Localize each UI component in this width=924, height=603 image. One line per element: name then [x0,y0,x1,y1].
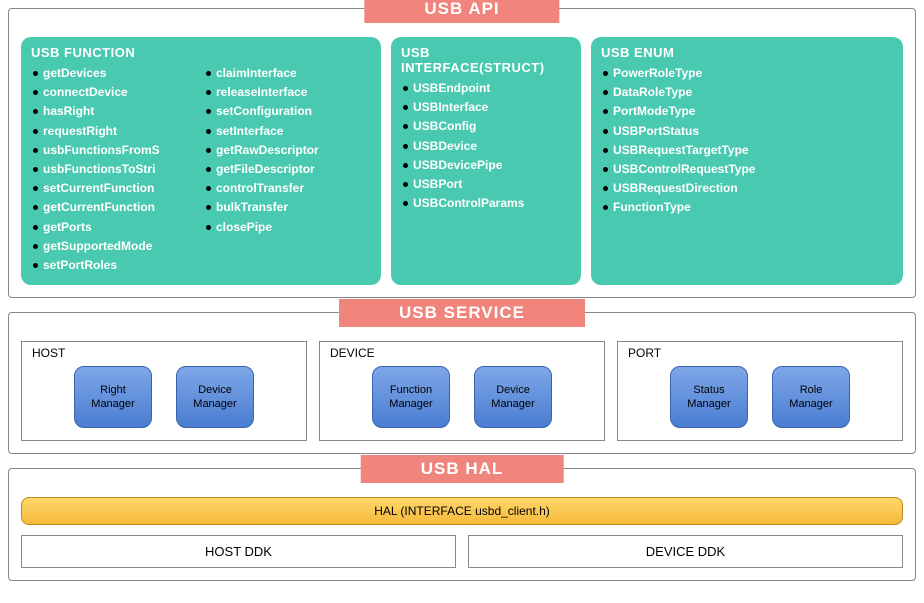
layer-hal: USB HAL HAL (INTERFACE usbd_client.h) HO… [8,468,916,581]
fn-item: setPortRoles [31,256,198,275]
service-row: HOST Right Manager Device Manager DEVICE… [21,341,903,441]
ddk-row: HOST DDK DEVICE DDK [21,535,903,568]
service-block: Status Manager [670,366,748,428]
enum-item: USBRequestDirection [601,179,893,198]
fn-item: controlTransfer [204,179,371,198]
function-col-1: getDevices connectDevice hasRight reques… [31,64,198,275]
service-block: Role Manager [772,366,850,428]
layer-service-title: USB SERVICE [339,299,585,327]
enum-list: PowerRoleType DataRoleType PortModeType … [601,64,893,218]
enum-item: DataRoleType [601,83,893,102]
service-group-device-title: DEVICE [330,346,594,360]
layer-api-title: USB API [364,0,559,23]
fn-item: usbFunctionsToStri [31,160,198,179]
enum-item: USBPortStatus [601,122,893,141]
if-item: USBControlParams [401,194,571,213]
service-host-blocks: Right Manager Device Manager [32,366,296,428]
function-list-2: claimInterface releaseInterface setConfi… [204,64,371,237]
fn-item: getFileDescriptor [204,160,371,179]
function-columns: getDevices connectDevice hasRight reques… [31,64,371,275]
layer-service: USB SERVICE HOST Right Manager Device Ma… [8,312,916,454]
fn-item: setConfiguration [204,102,371,121]
service-group-host: HOST Right Manager Device Manager [21,341,307,441]
fn-item: getRawDescriptor [204,141,371,160]
service-block: Right Manager [74,366,152,428]
service-device-blocks: Function Manager Device Manager [330,366,594,428]
if-item: USBInterface [401,98,571,117]
fn-item: setCurrentFunction [31,179,198,198]
enum-item: PortModeType [601,102,893,121]
service-block: Function Manager [372,366,450,428]
if-item: USBConfig [401,117,571,136]
fn-item: setInterface [204,122,371,141]
service-port-blocks: Status Manager Role Manager [628,366,892,428]
api-card-function: USB FUNCTION getDevices connectDevice ha… [21,37,381,285]
fn-item: claimInterface [204,64,371,83]
fn-item: connectDevice [31,83,198,102]
api-card-enum: USB ENUM PowerRoleType DataRoleType Port… [591,37,903,285]
ddk-host: HOST DDK [21,535,456,568]
fn-item: usbFunctionsFromS [31,141,198,160]
fn-item: getPorts [31,218,198,237]
enum-item: USBRequestTargetType [601,141,893,160]
api-card-interface: USB INTERFACE(STRUCT) USBEndpoint USBInt… [391,37,581,285]
function-list-1: getDevices connectDevice hasRight reques… [31,64,198,275]
service-group-port-title: PORT [628,346,892,360]
enum-item: USBControlRequestType [601,160,893,179]
function-col-2: claimInterface releaseInterface setConfi… [204,64,371,275]
enum-item: FunctionType [601,198,893,217]
fn-item: closePipe [204,218,371,237]
service-block: Device Manager [474,366,552,428]
layer-hal-title: USB HAL [361,455,564,483]
if-item: USBEndpoint [401,79,571,98]
service-group-port: PORT Status Manager Role Manager [617,341,903,441]
service-group-host-title: HOST [32,346,296,360]
api-card-enum-title: USB ENUM [601,45,893,60]
fn-item: requestRight [31,122,198,141]
if-item: USBPort [401,175,571,194]
enum-item: PowerRoleType [601,64,893,83]
service-block: Device Manager [176,366,254,428]
if-item: USBDevicePipe [401,156,571,175]
api-card-interface-title: USB INTERFACE(STRUCT) [401,45,571,75]
api-card-function-title: USB FUNCTION [31,45,371,60]
fn-item: getDevices [31,64,198,83]
fn-item: releaseInterface [204,83,371,102]
fn-item: getSupportedMode [31,237,198,256]
interface-list: USBEndpoint USBInterface USBConfig USBDe… [401,79,571,213]
api-row: USB FUNCTION getDevices connectDevice ha… [21,37,903,285]
fn-item: getCurrentFunction [31,198,198,217]
service-group-device: DEVICE Function Manager Device Manager [319,341,605,441]
ddk-device: DEVICE DDK [468,535,903,568]
hal-interface-bar: HAL (INTERFACE usbd_client.h) [21,497,903,525]
fn-item: bulkTransfer [204,198,371,217]
if-item: USBDevice [401,137,571,156]
fn-item: hasRight [31,102,198,121]
layer-api: USB API USB FUNCTION getDevices connectD… [8,8,916,298]
